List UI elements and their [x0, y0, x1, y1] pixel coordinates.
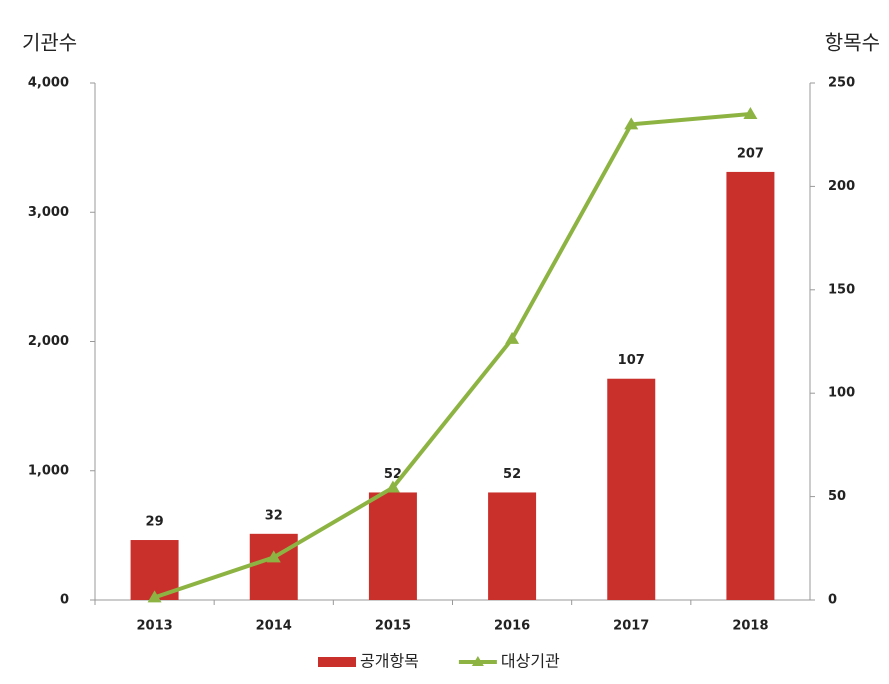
x-tick-label: 2018: [732, 619, 768, 634]
x-tick-label: 2015: [375, 619, 411, 634]
y2-tick-label: 150: [828, 282, 855, 297]
bar-value-label: 207: [737, 146, 764, 161]
x-tick-label: 2016: [494, 619, 530, 634]
bar: [488, 492, 537, 600]
x-tick-label: 2017: [613, 619, 649, 634]
line-marker: [266, 550, 281, 563]
line-marker: [385, 480, 400, 493]
y-tick-label: 0: [60, 593, 69, 608]
legend-label: 공개항목: [360, 652, 419, 671]
y2-axis-title: 항목수: [825, 31, 880, 55]
y2-tick-label: 50: [828, 489, 846, 504]
bar-value-label: 107: [618, 353, 645, 368]
line-marker: [624, 117, 639, 130]
legend-marker: [471, 656, 484, 666]
bar-value-label: 52: [503, 467, 521, 482]
y2-tick-label: 250: [828, 76, 855, 91]
line: [153, 112, 751, 600]
legend-swatch: [318, 657, 356, 667]
legend-label: 대상기관: [501, 652, 560, 671]
y-tick-label: 3,000: [28, 205, 69, 220]
bar-value-label: 29: [146, 515, 164, 530]
bar-value-label: 52: [384, 467, 402, 482]
y-axis-title: 기관수: [22, 31, 77, 55]
bar: [607, 378, 656, 600]
bar: [726, 171, 775, 600]
y-tick-label: 1,000: [28, 463, 69, 478]
bar: [249, 533, 298, 600]
y2-tick-label: 100: [828, 386, 855, 401]
line-marker: [743, 107, 758, 120]
y2-tick-label: 200: [828, 179, 855, 194]
line-marker: [505, 331, 520, 344]
bar-value-label: 32: [265, 508, 283, 523]
x-tick-label: 2014: [256, 619, 292, 634]
y-tick-label: 2,000: [28, 334, 69, 349]
y2-tick-label: 0: [828, 593, 837, 608]
y-tick-label: 4,000: [28, 76, 69, 91]
line-marker: [147, 590, 162, 603]
x-tick-label: 2013: [136, 619, 172, 634]
bar: [368, 492, 417, 600]
